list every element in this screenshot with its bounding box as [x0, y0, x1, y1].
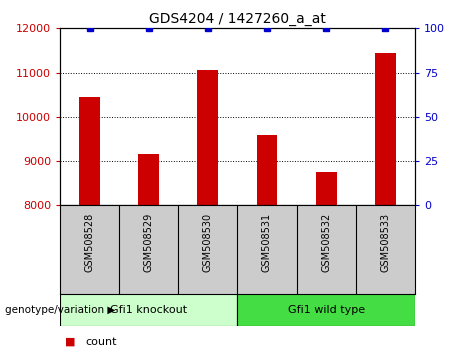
- Text: genotype/variation ▶: genotype/variation ▶: [5, 305, 115, 315]
- Bar: [197, 70, 218, 205]
- Text: Gfi1 wild type: Gfi1 wild type: [288, 305, 365, 315]
- Bar: [375, 53, 396, 205]
- Text: GSM508528: GSM508528: [84, 212, 95, 272]
- Bar: [60, 294, 237, 326]
- Text: GSM508532: GSM508532: [321, 212, 331, 272]
- Text: GSM508530: GSM508530: [203, 212, 213, 272]
- Bar: [257, 135, 278, 205]
- Text: GSM508533: GSM508533: [380, 212, 390, 272]
- Bar: [79, 97, 100, 205]
- Text: Gfi1 knockout: Gfi1 knockout: [110, 305, 187, 315]
- Text: GSM508529: GSM508529: [144, 212, 154, 272]
- Text: ■: ■: [65, 337, 75, 347]
- Bar: [316, 172, 337, 205]
- Title: GDS4204 / 1427260_a_at: GDS4204 / 1427260_a_at: [149, 12, 326, 26]
- Text: count: count: [85, 337, 117, 347]
- Bar: [138, 154, 159, 205]
- Text: GSM508531: GSM508531: [262, 212, 272, 272]
- Bar: [237, 294, 415, 326]
